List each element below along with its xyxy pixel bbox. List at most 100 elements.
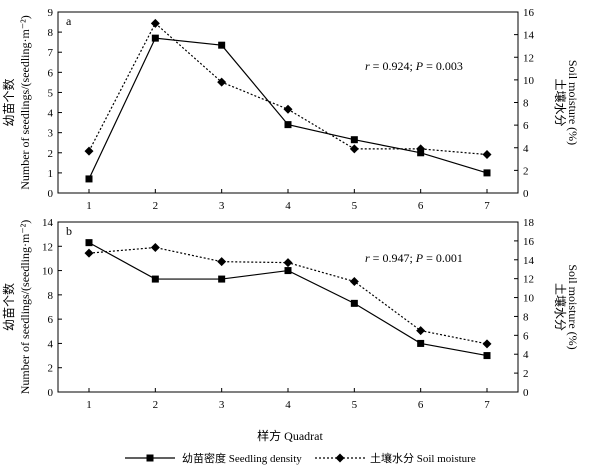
left-tick-label: 0 bbox=[48, 387, 54, 399]
left-tick-label: 8 bbox=[48, 290, 54, 302]
left-tick-label: 3 bbox=[48, 128, 54, 140]
legend: 幼苗密度 Seedling density 土壤水分 Soil moisture bbox=[125, 451, 476, 465]
left-tick-label: 6 bbox=[48, 67, 54, 79]
legend-moisture-marker bbox=[335, 453, 345, 463]
annotation: r = 0.947; P = 0.001 bbox=[365, 251, 463, 265]
moisture-point bbox=[349, 144, 359, 154]
panel-label: b bbox=[66, 224, 72, 238]
y-left-label-en: Number of seedlings/(seedling·m⁻²) bbox=[18, 15, 32, 190]
x-tick-label: 4 bbox=[285, 200, 291, 212]
right-tick-label: 14 bbox=[523, 30, 535, 42]
moisture-point bbox=[217, 257, 227, 267]
left-tick-label: 4 bbox=[48, 108, 54, 120]
x-tick-label: 6 bbox=[418, 200, 424, 212]
density-point bbox=[151, 275, 159, 283]
y-left-label-en: Number of seedlings/(seedling·m⁻²) bbox=[18, 220, 32, 395]
y-left-label-cn: 幼苗个数 bbox=[1, 283, 16, 331]
x-tick-label: 5 bbox=[352, 399, 358, 411]
right-tick-label: 4 bbox=[523, 143, 529, 155]
right-tick-label: 16 bbox=[523, 7, 535, 19]
right-tick-label: 2 bbox=[523, 368, 529, 380]
y-left-label-cn: 幼苗个数 bbox=[1, 78, 16, 126]
left-tick-label: 14 bbox=[42, 217, 54, 229]
plot-frame bbox=[57, 221, 519, 393]
annotation: r = 0.924; P = 0.003 bbox=[365, 59, 463, 73]
right-tick-label: 14 bbox=[523, 255, 535, 267]
density-point bbox=[85, 175, 93, 183]
density-point bbox=[284, 121, 292, 129]
panel-label: a bbox=[66, 14, 72, 28]
moisture-point bbox=[150, 243, 160, 252]
left-tick-label: 6 bbox=[48, 314, 54, 326]
y-right-label-cn: 土壤水分 bbox=[553, 78, 568, 126]
density-point bbox=[284, 267, 292, 275]
moisture-point bbox=[416, 326, 426, 336]
x-tick-label: 7 bbox=[484, 200, 490, 212]
left-tick-label: 2 bbox=[48, 148, 54, 160]
x-tick-label: 3 bbox=[219, 200, 225, 212]
x-tick-label: 6 bbox=[418, 399, 424, 411]
right-tick-label: 6 bbox=[523, 120, 529, 132]
right-tick-label: 12 bbox=[523, 274, 534, 286]
moisture-point bbox=[482, 150, 492, 160]
y-right-label-en: Soil moisture (%) bbox=[566, 264, 580, 349]
density-point bbox=[350, 136, 358, 144]
left-tick-label: 8 bbox=[48, 27, 54, 39]
density-point bbox=[350, 299, 358, 307]
right-tick-label: 16 bbox=[523, 236, 535, 248]
left-tick-label: 10 bbox=[42, 266, 54, 278]
moisture-point bbox=[150, 18, 160, 28]
moisture-line bbox=[88, 22, 488, 156]
x-tick-label: 1 bbox=[86, 399, 92, 411]
right-tick-label: 8 bbox=[523, 311, 529, 323]
right-tick-label: 2 bbox=[523, 165, 529, 177]
y-right-label-cn: 土壤水分 bbox=[553, 283, 568, 331]
moisture-point bbox=[217, 77, 227, 87]
right-tick-label: 8 bbox=[523, 98, 529, 110]
left-tick-label: 7 bbox=[48, 47, 54, 59]
right-tick-label: 12 bbox=[523, 52, 534, 64]
x-tick-label: 3 bbox=[219, 399, 225, 411]
x-axis-label: 样方 Quadrat bbox=[257, 428, 323, 443]
density-point bbox=[85, 239, 93, 247]
plot-frame bbox=[57, 11, 519, 194]
density-point bbox=[483, 352, 491, 360]
left-tick-label: 9 bbox=[48, 7, 54, 19]
left-tick-label: 5 bbox=[48, 87, 54, 99]
density-point bbox=[483, 169, 491, 177]
moisture-point bbox=[482, 339, 492, 349]
right-tick-label: 0 bbox=[523, 387, 529, 399]
right-tick-label: 6 bbox=[523, 330, 529, 342]
moisture-point bbox=[349, 277, 359, 286]
right-tick-label: 4 bbox=[523, 349, 529, 361]
y-right-label-en: Soil moisture (%) bbox=[566, 60, 580, 145]
left-tick-label: 0 bbox=[48, 188, 54, 200]
x-tick-label: 1 bbox=[86, 200, 92, 212]
x-tick-label: 5 bbox=[352, 200, 358, 212]
x-tick-label: 7 bbox=[484, 399, 490, 411]
density-point bbox=[218, 275, 226, 283]
density-point bbox=[417, 339, 425, 347]
moisture-point bbox=[283, 104, 293, 114]
right-tick-label: 0 bbox=[523, 188, 529, 200]
left-tick-label: 4 bbox=[48, 338, 54, 350]
x-tick-label: 2 bbox=[153, 399, 159, 411]
moisture-point bbox=[283, 258, 293, 268]
legend-moisture-label: 土壤水分 Soil moisture bbox=[370, 451, 476, 465]
left-tick-label: 2 bbox=[48, 363, 54, 375]
left-tick-label: 1 bbox=[48, 168, 54, 180]
x-tick-label: 4 bbox=[285, 399, 291, 411]
moisture-point bbox=[416, 144, 426, 154]
x-tick-label: 2 bbox=[153, 200, 159, 212]
density-point bbox=[151, 34, 159, 42]
left-tick-label: 12 bbox=[42, 241, 53, 253]
right-tick-label: 10 bbox=[523, 75, 535, 87]
right-tick-label: 18 bbox=[523, 217, 535, 229]
legend-density-label: 幼苗密度 Seedling density bbox=[182, 451, 302, 465]
moisture-point bbox=[84, 146, 94, 156]
legend-density-marker bbox=[146, 454, 154, 462]
moisture-point bbox=[84, 248, 94, 258]
